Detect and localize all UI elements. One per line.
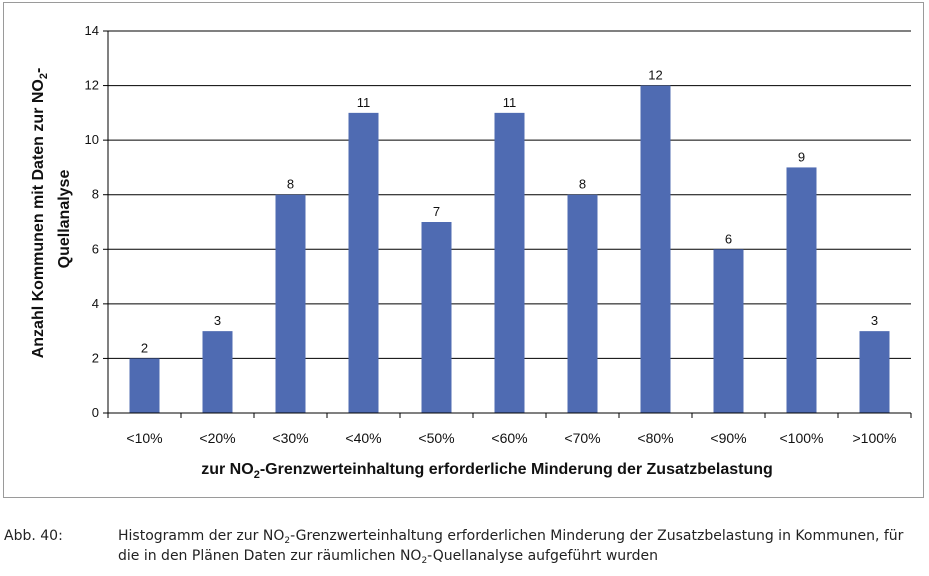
- bar-chart: 0 2 4 6 8 10 12 14 <10% <20% <30% <40% <50% <60% <70%…: [30, 23, 912, 481]
- x-tick-label-0: <10%: [126, 430, 162, 446]
- y-tick-label-7: 14: [85, 23, 99, 38]
- y-tick-label-4: 8: [92, 187, 99, 202]
- y-tick-label-3: 6: [92, 241, 99, 256]
- bar-0: [129, 358, 160, 413]
- x-tick-label-1: <20%: [199, 430, 235, 446]
- data-label-0: 2: [141, 340, 148, 355]
- data-label-8: 6: [725, 231, 732, 246]
- y-tick-label-5: 10: [85, 132, 99, 147]
- bar-2: [275, 194, 306, 413]
- x-tick-label-9: <100%: [780, 430, 824, 446]
- x-tick-label-3: <40%: [345, 430, 381, 446]
- bar-9: [786, 167, 817, 413]
- bar-5: [494, 112, 525, 413]
- data-label-5: 11: [503, 95, 517, 110]
- data-labels: 2 3 8 11 7 11 8 12 6 9 3: [141, 68, 878, 356]
- y-axis-label-line2: Quellanalyse: [56, 170, 73, 269]
- data-label-4: 7: [433, 204, 440, 219]
- caption-label: Abb. 40:: [4, 528, 63, 544]
- bar-8: [713, 249, 744, 413]
- caption-text: Histogramm der zur NO2-Grenzwerteinhaltu…: [118, 528, 904, 566]
- bar-10: [859, 331, 890, 413]
- data-label-6: 8: [579, 177, 586, 192]
- bar-3: [348, 112, 379, 413]
- x-axis-label: zur NO2-Grenzwerteinhaltung erforderlich…: [201, 461, 773, 481]
- x-tick-label-8: <90%: [710, 430, 746, 446]
- x-tick-label-7: <80%: [637, 430, 673, 446]
- axes: [103, 30, 912, 418]
- y-tick-label-0: 0: [92, 405, 99, 420]
- data-label-2: 8: [287, 177, 294, 192]
- y-tick-label-1: 2: [92, 350, 99, 365]
- bar-1: [202, 331, 233, 413]
- x-tick-label-6: <70%: [564, 430, 600, 446]
- data-label-10: 3: [871, 313, 878, 328]
- y-axis-label-line1: Anzahl Kommunen mit Daten zur NO2-: [30, 68, 50, 359]
- bar-7: [640, 85, 671, 414]
- chart-frame: 0 2 4 6 8 10 12 14 <10% <20% <30% <40% <50% <60% <70%…: [3, 2, 924, 498]
- x-tick-label-2: <30%: [272, 430, 308, 446]
- x-tick-label-10: >100%: [853, 430, 897, 446]
- x-tick-label-4: <50%: [418, 430, 454, 446]
- y-tick-label-2: 4: [92, 296, 99, 311]
- data-label-7: 12: [648, 68, 662, 83]
- y-tick-label-6: 12: [85, 78, 99, 93]
- y-tick-labels: 0 2 4 6 8 10 12 14: [85, 23, 99, 420]
- x-tick-label-5: <60%: [491, 430, 527, 446]
- data-label-1: 3: [214, 313, 221, 328]
- bars: [129, 85, 890, 414]
- bar-4: [421, 222, 452, 413]
- bar-6: [567, 194, 598, 413]
- data-label-3: 11: [357, 95, 371, 110]
- x-tick-labels: <10% <20% <30% <40% <50% <60% <70% <80% <90% <100…: [126, 430, 896, 446]
- data-label-9: 9: [798, 149, 805, 164]
